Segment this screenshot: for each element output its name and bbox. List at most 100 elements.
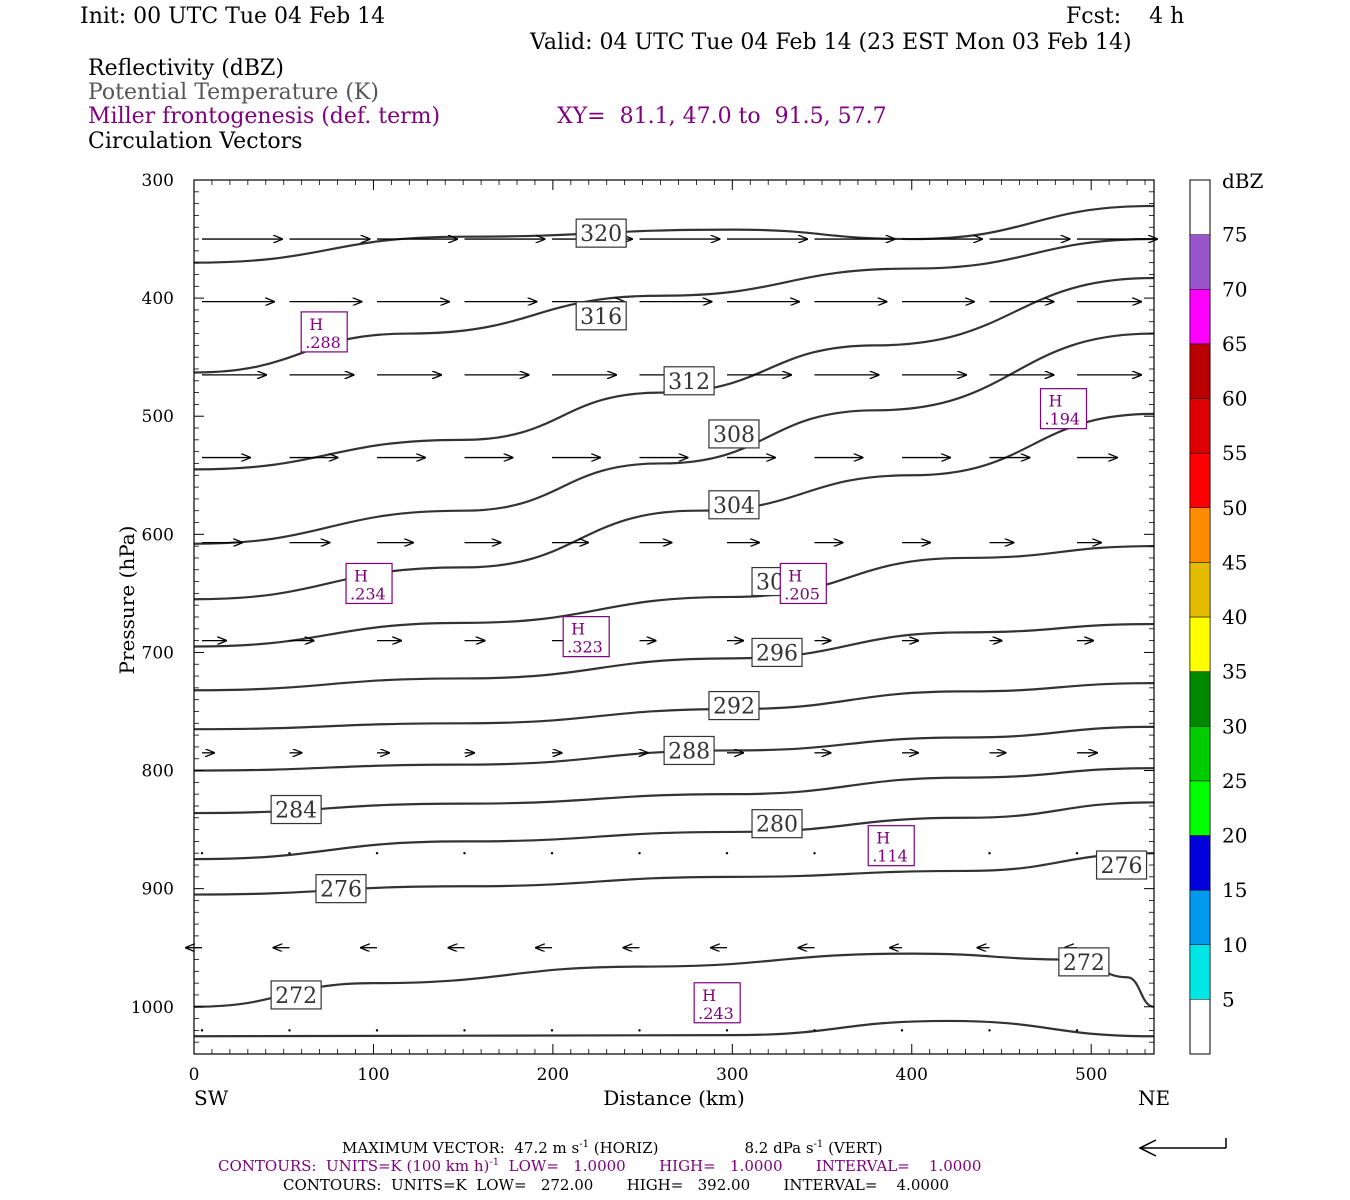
theta-label-284-box [270,794,322,825]
theta-contour-300 [193,545,1155,648]
colorbar-label-30: 30 [1222,714,1247,738]
colorbar-label-70: 70 [1222,277,1247,301]
colorbar-swatch [1189,562,1211,618]
theta-edge-label-276: 276 [1101,854,1143,879]
circulation-vector [900,1029,904,1032]
frontogenesis-high-value: .194 [1044,410,1080,429]
frontogenesis-high-value: .243 [698,1004,734,1023]
frontogenesis-high-box [867,825,915,867]
theta-label-292-box [708,690,760,721]
colorbar-label-10: 10 [1222,933,1247,957]
theta-contour-296 [193,622,1155,692]
x-tick-label-300: 300 [716,1065,748,1085]
theta-contour-320 [193,204,1155,264]
theta-label-292: 292 [713,695,755,720]
circulation-vector [988,1029,991,1032]
theta-label-312-box [663,366,715,396]
x-tick-label-100: 100 [357,1065,389,1085]
y-tick-label-600: 600 [142,525,174,545]
theta-label-272: 272 [275,984,317,1009]
colorbar-swatch [1189,835,1211,891]
colorbar-label-60: 60 [1222,387,1247,411]
field-frontogenesis: Miller frontogenesis (def. term) [88,104,441,129]
colorbar-title: dBZ [1222,169,1264,193]
x-end-sw: SW [194,1086,229,1110]
colorbar-swatch [1189,343,1211,399]
circulation-vector [375,1029,379,1032]
cross-section-endpoints: XY= 81.1, 47.0 to 91.5, 57.7 [557,104,887,129]
colorbar-swatch [1189,889,1211,945]
theta-contour-272 [193,952,1155,1008]
theta-label-280-box [751,809,803,839]
theta-edge-label-272-box [1058,947,1110,977]
colorbar-swatch [1189,780,1211,836]
theta-label-308-box [708,419,760,449]
colorbar-swatch [1189,616,1211,672]
frontogenesis-high-marker: H [702,986,716,1005]
circulation-vector [813,852,816,855]
circulation-vector [725,852,729,855]
frontogenesis-high-marker: H [876,829,890,848]
theta-label-304-box [708,490,760,520]
theta-label-276-box [315,874,367,904]
theta-label-296: 296 [756,641,798,666]
circulation-vector [1075,852,1079,855]
theta-label-276: 276 [320,878,362,903]
footer-frontogenesis-contours: CONTOURS: UNITS=K (100 km h)-1 LOW= 1.00… [218,1157,982,1175]
theta-label-284: 284 [275,799,317,824]
colorbar-swatch [1189,507,1211,563]
x-end-ne: NE [1138,1086,1170,1110]
theta-label-320: 320 [580,222,622,247]
theta-label-296-box [751,637,803,668]
y-tick-label-300: 300 [142,171,174,191]
colorbar-label-5: 5 [1222,987,1235,1011]
frontogenesis-high-value: .234 [350,584,386,603]
theta-label-308: 308 [713,423,755,448]
frontogenesis-high-marker: H [788,566,802,585]
circulation-vector [813,1029,816,1032]
init-time: Init: 00 UTC Tue 04 Feb 14 [80,4,386,29]
circulation-vector [463,1029,466,1032]
frontogenesis-high-box [693,982,741,1024]
frontogenesis-high-marker: H [354,566,368,585]
frontogenesis-high-value: .288 [305,333,341,352]
colorbar-swatch [1189,726,1211,782]
theta-label-320-box [575,218,627,248]
y-tick-label-400: 400 [142,289,174,309]
frontogenesis-high-marker: H [309,315,323,334]
colorbar-label-20: 20 [1222,824,1247,848]
frontogenesis-high-marker: H [1048,392,1062,411]
y-tick-label-1000: 1000 [131,998,174,1018]
frontogenesis-high-box [1039,388,1088,430]
x-tick-label-200: 200 [537,1065,569,1085]
circulation-vector [550,852,554,855]
colorbar-label-75: 75 [1222,223,1247,247]
circulation-vector [200,1029,204,1032]
colorbar-label-25: 25 [1222,769,1247,793]
colorbar-label-40: 40 [1222,605,1247,629]
field-circulation-vectors: Circulation Vectors [88,129,303,154]
frontogenesis-high-value: .323 [567,638,603,657]
frontogenesis-high-value: .205 [784,584,820,603]
footer-theta-contours: CONTOURS: UNITS=K LOW= 272.00 HIGH= 392.… [283,1176,949,1194]
circulation-vector [200,852,204,855]
y-tick-label-700: 700 [142,643,174,663]
frontogenesis-high-value: .114 [872,847,908,866]
field-potential-temperature: Potential Temperature (K) [88,80,379,105]
circulation-vector [988,852,991,855]
colorbar-label-15: 15 [1222,878,1247,902]
circulation-vector [550,1029,554,1032]
colorbar-swatch [1189,398,1211,454]
colorbar-swatch [1189,289,1211,345]
theta-contour-surface [193,1019,1155,1038]
circulation-vector [288,1029,291,1032]
circulation-vector [638,1029,641,1032]
theta-label-288: 288 [668,739,710,764]
y-tick-label-900: 900 [142,880,174,900]
theta-label-304: 304 [713,494,755,519]
theta-edge-label-276-box [1095,850,1148,880]
circulation-vector [375,852,379,855]
theta-contour-312 [193,276,1155,471]
valid-time: Valid: 04 UTC Tue 04 Feb 14 (23 EST Mon … [530,30,1132,55]
